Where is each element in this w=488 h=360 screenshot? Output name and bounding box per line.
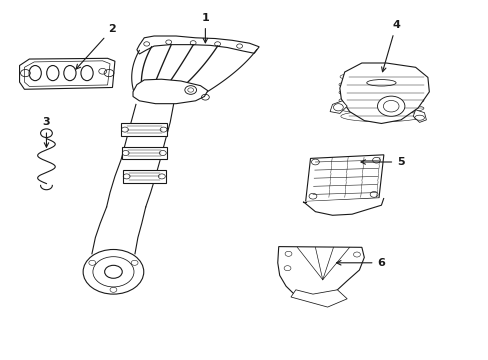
Ellipse shape (81, 66, 93, 81)
Polygon shape (303, 198, 383, 215)
Text: 2: 2 (76, 24, 116, 69)
Polygon shape (133, 79, 207, 104)
Ellipse shape (29, 66, 41, 81)
Text: 1: 1 (201, 13, 209, 43)
Polygon shape (329, 101, 346, 113)
Text: 4: 4 (381, 20, 399, 72)
Polygon shape (137, 36, 259, 54)
Circle shape (83, 249, 143, 294)
Polygon shape (20, 58, 115, 89)
Polygon shape (290, 290, 346, 307)
Ellipse shape (63, 66, 76, 81)
Polygon shape (122, 170, 165, 183)
Text: 3: 3 (42, 117, 50, 147)
Polygon shape (122, 147, 166, 159)
Polygon shape (412, 110, 426, 122)
Polygon shape (121, 123, 167, 136)
Text: 5: 5 (360, 157, 404, 167)
Circle shape (104, 265, 122, 278)
Ellipse shape (47, 66, 59, 81)
Polygon shape (339, 63, 428, 123)
Polygon shape (305, 155, 383, 202)
Circle shape (377, 96, 404, 116)
Text: 6: 6 (336, 258, 385, 268)
Polygon shape (277, 247, 364, 301)
